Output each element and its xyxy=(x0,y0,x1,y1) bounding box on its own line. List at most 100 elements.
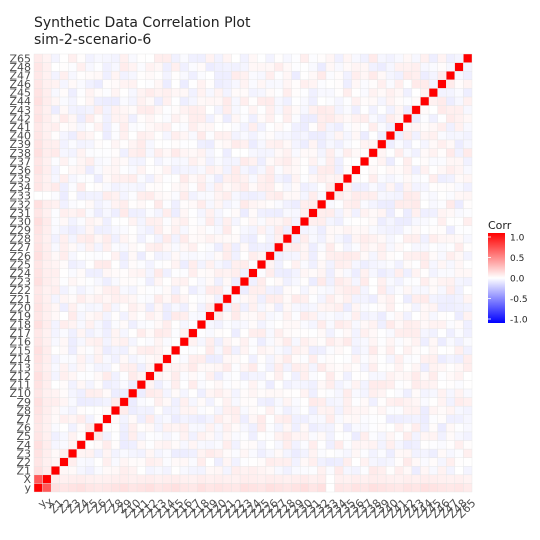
heatmap-cell xyxy=(171,345,181,355)
heatmap-cell xyxy=(342,466,352,476)
heatmap-cell xyxy=(428,405,438,415)
heatmap-cell xyxy=(205,405,215,415)
heatmap-cell xyxy=(136,397,146,407)
heatmap-cell xyxy=(162,216,172,226)
heatmap-cell xyxy=(162,113,172,123)
heatmap-cell xyxy=(154,88,164,98)
heatmap-cell xyxy=(274,414,284,424)
heatmap-cell xyxy=(368,70,378,80)
heatmap-cell xyxy=(334,113,344,123)
heatmap-cell xyxy=(128,302,138,312)
heatmap-cell xyxy=(154,371,164,381)
heatmap-cell xyxy=(196,234,206,244)
heatmap-cell xyxy=(282,311,292,321)
heatmap-cell xyxy=(248,199,258,209)
heatmap-cell xyxy=(145,466,155,476)
heatmap-cell xyxy=(145,414,155,424)
heatmap-cell xyxy=(360,371,370,381)
heatmap-cell xyxy=(188,225,198,235)
heatmap-cell xyxy=(317,423,327,433)
heatmap-cell xyxy=(214,405,224,415)
heatmap-cell xyxy=(274,174,284,184)
heatmap-cell xyxy=(257,165,267,175)
heatmap-cell xyxy=(274,397,284,407)
heatmap-cell xyxy=(145,182,155,192)
heatmap-cell xyxy=(154,285,164,295)
heatmap-cell xyxy=(145,96,155,106)
heatmap-cell xyxy=(325,62,335,72)
heatmap-cell xyxy=(360,354,370,364)
heatmap-cell xyxy=(42,362,52,372)
heatmap-cell xyxy=(205,388,215,398)
heatmap-cell xyxy=(85,139,95,149)
heatmap-cell xyxy=(76,251,86,261)
heatmap-cell xyxy=(111,388,121,398)
heatmap-cell xyxy=(205,96,215,106)
heatmap-cell xyxy=(437,311,447,321)
heatmap-cell xyxy=(411,234,421,244)
heatmap-cell xyxy=(248,174,258,184)
heatmap-cell xyxy=(188,53,198,63)
heatmap-cell xyxy=(50,328,60,338)
heatmap-cell xyxy=(342,259,352,269)
heatmap-cell xyxy=(42,53,52,63)
heatmap-cell xyxy=(128,105,138,115)
heatmap-cell xyxy=(68,148,78,158)
heatmap-cell xyxy=(136,259,146,269)
heatmap-cell xyxy=(59,96,69,106)
heatmap-cell xyxy=(377,294,387,304)
heatmap-cell xyxy=(145,234,155,244)
heatmap-cell xyxy=(102,354,112,364)
heatmap-cell xyxy=(196,174,206,184)
heatmap-cell xyxy=(59,354,69,364)
heatmap-cell xyxy=(188,191,198,201)
heatmap-cell xyxy=(85,285,95,295)
heatmap-cell xyxy=(42,234,52,244)
heatmap-cell xyxy=(222,294,232,304)
heatmap-cell xyxy=(42,96,52,106)
heatmap-cell xyxy=(59,328,69,338)
heatmap-cell xyxy=(291,371,301,381)
heatmap-cell xyxy=(222,122,232,132)
heatmap-cell xyxy=(239,139,249,149)
heatmap-cell xyxy=(325,191,335,201)
heatmap-cell xyxy=(394,53,404,63)
heatmap-cell xyxy=(291,79,301,89)
heatmap-cell xyxy=(351,337,361,347)
heatmap-cell xyxy=(282,165,292,175)
heatmap-cell xyxy=(59,208,69,218)
heatmap-cell xyxy=(205,62,215,72)
heatmap-cell xyxy=(85,268,95,278)
y-tick-label: Z8 xyxy=(16,404,31,417)
heatmap-cell xyxy=(196,474,206,484)
heatmap-cell xyxy=(188,483,198,493)
heatmap-cell xyxy=(463,242,473,252)
heatmap-cell xyxy=(188,294,198,304)
heatmap-cell xyxy=(334,225,344,235)
heatmap-cell xyxy=(265,139,275,149)
heatmap-cell xyxy=(265,466,275,476)
heatmap-cell xyxy=(188,474,198,484)
heatmap-cell xyxy=(50,354,60,364)
heatmap-cell xyxy=(394,311,404,321)
heatmap-cell xyxy=(196,440,206,450)
heatmap-cell xyxy=(179,191,189,201)
heatmap-cell xyxy=(274,277,284,287)
heatmap-cell xyxy=(188,79,198,89)
heatmap-cell xyxy=(385,388,395,398)
heatmap-cell xyxy=(33,70,43,80)
heatmap-cell xyxy=(119,174,129,184)
heatmap-cell xyxy=(196,380,206,390)
heatmap-cell xyxy=(300,122,310,132)
heatmap-cell xyxy=(136,380,146,390)
heatmap-cell xyxy=(325,397,335,407)
heatmap-cell xyxy=(411,294,421,304)
heatmap-cell xyxy=(231,345,241,355)
heatmap-cell xyxy=(274,311,284,321)
heatmap-cell xyxy=(85,337,95,347)
heatmap-cell xyxy=(59,294,69,304)
heatmap-cell xyxy=(437,88,447,98)
heatmap-cell xyxy=(334,62,344,72)
heatmap-cell xyxy=(50,208,60,218)
heatmap-cell xyxy=(325,405,335,415)
